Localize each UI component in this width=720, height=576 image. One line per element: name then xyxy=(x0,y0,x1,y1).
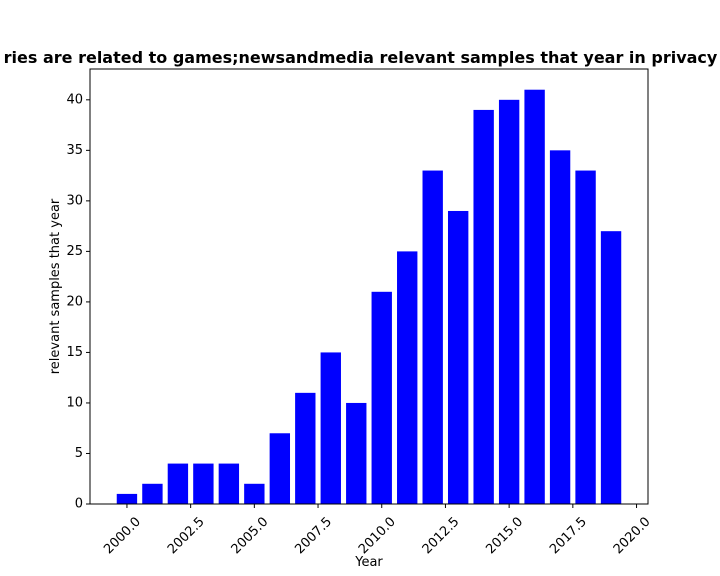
bars-layer xyxy=(116,89,622,505)
y-tick-label: 20 xyxy=(66,294,83,309)
x-tick-label: 2005.0 xyxy=(229,514,272,557)
y-tick-label: 5 xyxy=(75,446,83,461)
x-tick-label: 2017.5 xyxy=(547,514,590,557)
bar-2019 xyxy=(600,231,622,504)
x-tick-label: 2020.0 xyxy=(611,514,654,557)
bar-2006 xyxy=(269,433,291,504)
bar-2001 xyxy=(142,483,163,504)
x-axis-ticks: 2000.0 2002.5 2005.0 2007.5 2010.0 2012.5 2015… xyxy=(101,504,654,557)
y-tick-label: 25 xyxy=(66,244,83,259)
x-tick-label: 2007.5 xyxy=(292,514,335,557)
plot-frame xyxy=(89,68,649,505)
x-tick-label: 2002.5 xyxy=(165,514,208,557)
bar-2005 xyxy=(244,483,265,504)
x-tick-label: 2010.0 xyxy=(356,514,399,557)
bar-2013 xyxy=(447,210,469,504)
y-tick-label: 30 xyxy=(66,193,83,208)
bar-2016 xyxy=(524,89,545,505)
bar-2015 xyxy=(498,99,520,504)
bar-2017 xyxy=(549,150,571,504)
bar-2018 xyxy=(575,170,596,505)
y-tick-label: 15 xyxy=(66,345,83,360)
chart-title: ries are related to games;newsandmedia r… xyxy=(4,48,720,67)
x-axis-label: Year xyxy=(354,555,383,570)
bar-2009 xyxy=(346,402,367,504)
x-tick-label: 2012.5 xyxy=(420,514,463,557)
bar-2010 xyxy=(371,291,392,504)
y-tick-label: 35 xyxy=(66,143,83,158)
y-tick-label: 10 xyxy=(66,395,83,410)
x-tick-label: 2000.0 xyxy=(101,514,144,557)
y-tick-label: 0 xyxy=(75,497,83,512)
bar-2004 xyxy=(218,463,240,504)
bar-2014 xyxy=(473,109,494,505)
bar-2003 xyxy=(193,463,214,504)
y-axis-label: relevant samples that year xyxy=(48,198,63,374)
bar-2000 xyxy=(116,493,138,504)
y-axis-ticks: 0 5 10 15 20 25 30 35 40 xyxy=(66,92,90,512)
bar-2011 xyxy=(397,251,418,504)
bar-2012 xyxy=(422,170,443,505)
bar-2002 xyxy=(167,463,189,504)
y-tick-label: 40 xyxy=(66,92,83,107)
x-tick-label: 2015.0 xyxy=(483,514,526,557)
bar-2008 xyxy=(320,352,341,504)
bar-2007 xyxy=(295,392,316,504)
